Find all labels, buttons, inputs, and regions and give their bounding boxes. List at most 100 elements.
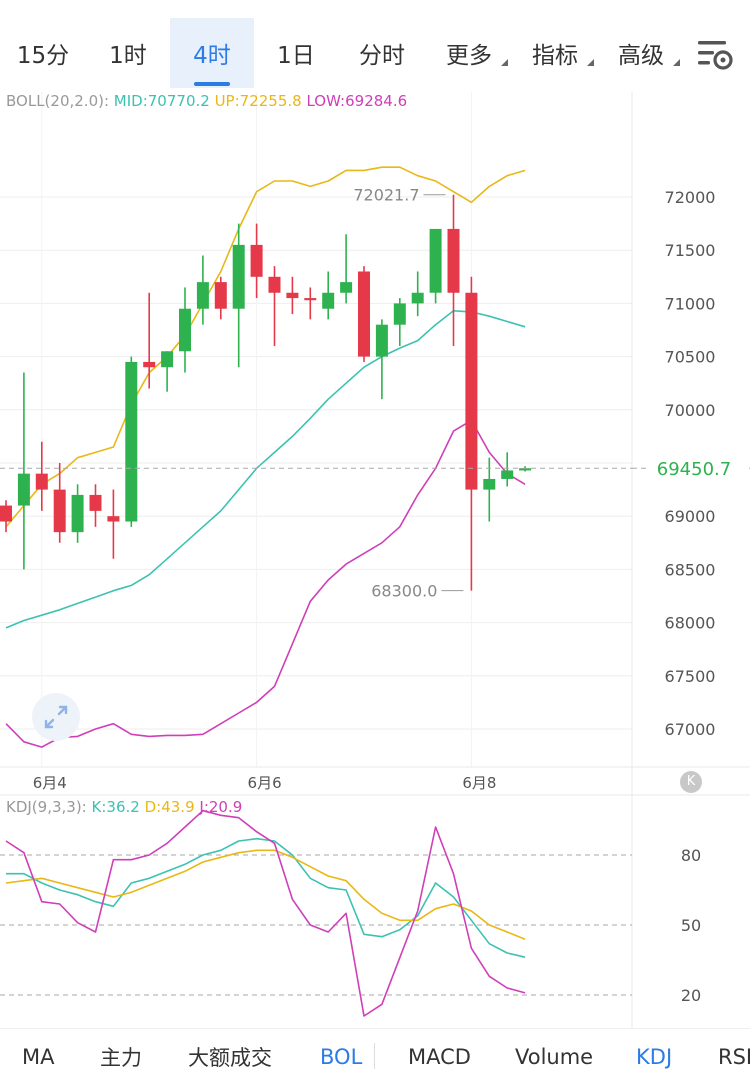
kdj-legend-k: K:36.2 — [91, 798, 140, 816]
chart-canvas[interactable]: 6700067500680006850069000695007000070500… — [0, 92, 750, 1028]
candle-3 — [53, 463, 66, 543]
candle-21 — [375, 319, 388, 400]
candle-7 — [125, 356, 138, 527]
candle-0 — [0, 500, 12, 533]
candle-24 — [429, 228, 442, 304]
high-price-label: 72021.7 — [353, 186, 419, 205]
candle-9 — [161, 351, 174, 392]
candle-27 — [483, 457, 496, 522]
kdj-k-line — [6, 837, 526, 958]
price-tick-label: 71500 — [665, 241, 716, 260]
candle-body — [304, 298, 317, 301]
candle-17 — [304, 287, 317, 320]
indicator-tab-ma[interactable]: MA — [22, 1045, 55, 1069]
candle-11 — [196, 255, 209, 325]
price-tick-label: 70500 — [665, 348, 716, 367]
tab-time-sharing[interactable]: 分时 — [359, 43, 405, 69]
candle-body — [179, 308, 191, 352]
tab-15m[interactable]: 15分 — [16, 43, 70, 69]
tab-indicators[interactable]: 指标 — [512, 18, 598, 88]
candle-body — [71, 494, 84, 533]
candle-8 — [143, 292, 156, 389]
tab-1h[interactable]: 1时 — [109, 43, 147, 69]
tab-1d[interactable]: 1日 — [277, 43, 315, 69]
boll-legend-up: UP:72255.8 — [214, 92, 302, 110]
indicator-divider — [374, 1043, 375, 1069]
indicator-tab-main-force[interactable]: 主力 — [100, 1046, 142, 1070]
kdj-j-line — [5, 809, 526, 1017]
dropdown-triangle-icon — [587, 59, 594, 66]
candle-28 — [501, 452, 514, 487]
indicator-tab-volume[interactable]: Volume — [515, 1045, 594, 1069]
tab-advanced[interactable]: 高级 — [598, 18, 684, 88]
price-tick-label: 68500 — [665, 560, 716, 579]
price-tick-label: 68000 — [665, 614, 716, 633]
indicator-tab-large-trades[interactable]: 大额成交 — [188, 1046, 272, 1070]
candle-body — [358, 271, 370, 357]
candle-20 — [358, 266, 370, 362]
low-price-label: 68300.0 — [371, 582, 437, 601]
candle-29 — [519, 466, 532, 472]
kdj-axis: 20 50 80 — [681, 846, 701, 1005]
indicator-tab-rsi[interactable]: RSI — [718, 1045, 750, 1069]
kdj-legend-j: J:20.9 — [199, 798, 243, 816]
candle-body — [214, 282, 227, 309]
dropdown-triangle-icon — [673, 59, 680, 66]
candle-13 — [232, 223, 245, 368]
candle-body — [161, 351, 174, 368]
indicator-tab-boll[interactable]: BOL — [320, 1045, 363, 1069]
time-tick-label: 6月4 — [33, 774, 67, 792]
tab-4h[interactable]: 4时 — [170, 18, 254, 88]
boll-lower-line — [5, 419, 526, 748]
candle-body — [0, 505, 12, 522]
kdj-legend-d: D:43.9 — [144, 798, 195, 816]
dropdown-triangle-icon — [501, 59, 508, 66]
candle-2 — [35, 441, 48, 511]
last-price-bg — [646, 453, 746, 484]
price-tick-label: 72000 — [665, 188, 716, 207]
price-tick-label: 70000 — [665, 401, 716, 420]
tab-more[interactable]: 更多 — [426, 18, 512, 88]
grid-lines — [0, 92, 750, 1028]
candle-6 — [107, 489, 120, 559]
chart-settings-icon[interactable] — [696, 38, 736, 72]
candle-15 — [268, 266, 281, 346]
indicator-tab-kdj[interactable]: KDJ — [636, 1045, 673, 1069]
boll-legend-low: LOW:69284.6 — [306, 92, 408, 110]
candle-body — [107, 516, 120, 522]
candle-body — [232, 244, 245, 309]
candle-26 — [465, 276, 478, 591]
candle-body — [375, 324, 388, 357]
candle-body — [447, 228, 460, 293]
candle-body — [465, 292, 478, 490]
candle-12 — [214, 276, 227, 320]
candle-body — [125, 361, 138, 522]
scroll-to-start-icon[interactable]: K — [680, 771, 702, 793]
indicator-tab-macd[interactable]: MACD — [408, 1045, 471, 1069]
kdj-tick-label: 50 — [681, 916, 701, 935]
time-axis: 6月4 6月6 6月8 — [33, 774, 497, 792]
candle-10 — [179, 287, 191, 373]
candle-1 — [17, 372, 30, 570]
candle-14 — [250, 223, 263, 299]
price-tick-label: 67500 — [665, 667, 716, 686]
candle-22 — [393, 298, 406, 346]
candle-body — [411, 292, 424, 304]
candle-body — [322, 292, 335, 309]
annotations: 69450.7 72021.7 68300.0 — [0, 186, 750, 601]
candle-body — [429, 228, 442, 293]
candle-4 — [71, 484, 84, 543]
candles — [0, 194, 532, 591]
last-price-label: 69450.7 — [657, 459, 731, 480]
boll-upper-line — [5, 166, 526, 528]
indicator-bar: MA 主力 大额成交 BOL MACD Volume KDJ RSI — [0, 1028, 750, 1085]
kdj-legend-name: KDJ(9,3,3): — [6, 798, 87, 816]
chart-area[interactable]: 6700067500680006850069000695007000070500… — [0, 92, 750, 1028]
boll-legend-name: BOLL(20,2.0): — [6, 92, 110, 110]
candle-body — [286, 292, 299, 299]
price-tick-label: 71000 — [665, 294, 716, 313]
candle-body — [250, 244, 263, 277]
active-tab-indicator — [194, 82, 230, 86]
boll-lines — [5, 166, 526, 748]
fullscreen-expand-icon[interactable] — [32, 693, 80, 741]
